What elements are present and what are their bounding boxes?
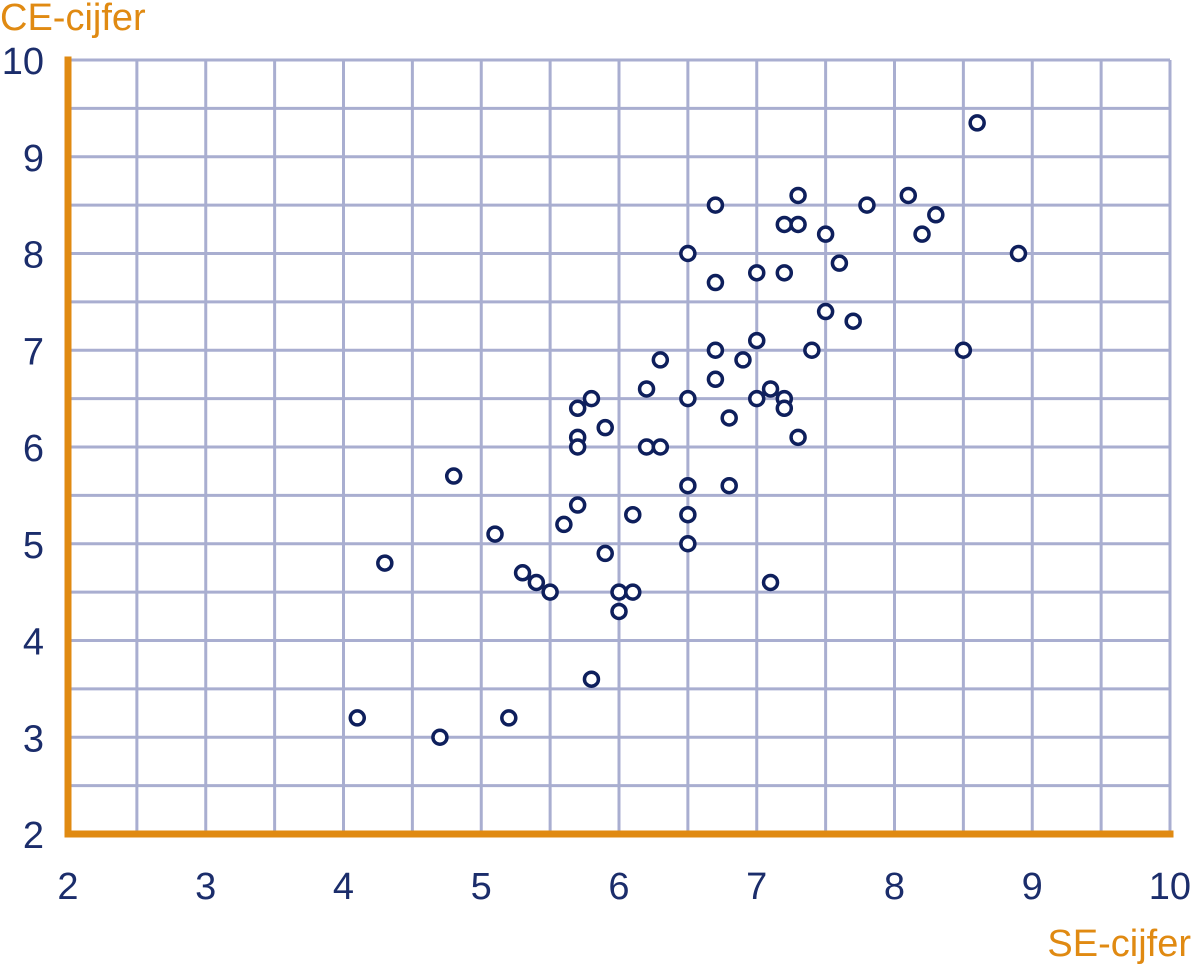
data-point <box>500 709 518 727</box>
data-point <box>927 206 945 224</box>
data-point <box>527 573 546 592</box>
y-axis-title: CE-cijfer <box>0 0 146 39</box>
data-point <box>968 114 986 132</box>
data-point <box>679 505 697 524</box>
data-point <box>706 273 725 292</box>
data-point <box>858 196 876 214</box>
data-point <box>679 389 697 408</box>
y-tick-label: 10 <box>2 41 44 83</box>
data-point <box>775 215 794 234</box>
x-tick-label: 3 <box>195 866 216 908</box>
data-point <box>844 312 862 330</box>
data-point <box>706 196 725 214</box>
data-point <box>610 583 628 601</box>
x-tick-label: 8 <box>884 866 905 908</box>
data-point <box>444 467 463 485</box>
data-point <box>651 438 670 456</box>
data-point <box>913 225 931 243</box>
data-point <box>651 351 670 369</box>
data-point <box>624 505 642 524</box>
axes <box>64 56 1174 838</box>
data-point <box>610 602 628 621</box>
data-point <box>734 351 752 369</box>
data-point <box>513 564 532 582</box>
data-point <box>486 525 504 543</box>
x-tick-label: 9 <box>1022 866 1043 908</box>
x-tick-labels: 2 3 4 5 6 7 8 9 10 <box>57 866 1191 908</box>
x-tick-label: 7 <box>746 866 767 908</box>
data-point <box>789 186 807 205</box>
data-point <box>775 264 794 282</box>
data-point <box>789 215 807 234</box>
data-point <box>582 389 601 408</box>
data-point <box>816 225 835 243</box>
y-tick-label: 6 <box>23 428 44 470</box>
data-point <box>679 476 697 495</box>
x-axis-title: SE-cijfer <box>1047 923 1191 965</box>
data-point <box>568 438 587 456</box>
data-point <box>899 186 918 205</box>
data-point <box>816 302 835 321</box>
data-point <box>830 254 849 272</box>
data-point <box>706 341 725 359</box>
data-point <box>679 244 697 263</box>
data-point <box>748 389 766 408</box>
y-tick-label: 7 <box>23 331 44 373</box>
y-tick-label: 2 <box>23 815 44 857</box>
y-tick-label: 5 <box>23 525 44 567</box>
x-tick-label: 4 <box>333 866 354 908</box>
data-point <box>637 438 656 456</box>
x-tick-label: 10 <box>1149 866 1191 908</box>
y-tick-label: 9 <box>23 138 44 180</box>
data-point <box>568 399 587 418</box>
data-point <box>679 535 697 553</box>
data-point <box>568 496 587 514</box>
data-point <box>431 728 449 746</box>
data-point <box>748 331 766 350</box>
data-point <box>803 341 821 359</box>
data-point <box>748 264 766 282</box>
data-point <box>348 709 367 727</box>
data-point <box>376 554 394 572</box>
data-point <box>1009 244 1028 263</box>
data-point <box>954 341 973 359</box>
data-point <box>624 583 642 601</box>
y-tick-label: 8 <box>23 235 44 277</box>
x-tick-label: 5 <box>471 866 492 908</box>
data-point <box>596 544 614 563</box>
x-tick-label: 2 <box>57 866 78 908</box>
data-points <box>348 114 1028 746</box>
y-tick-label: 3 <box>23 718 44 760</box>
data-point <box>637 380 656 398</box>
y-tick-labels: 2 3 4 5 6 7 8 9 10 <box>2 41 44 857</box>
data-point <box>775 399 794 418</box>
data-point <box>541 583 559 601</box>
data-point <box>582 670 601 688</box>
data-point <box>596 418 614 437</box>
data-point <box>555 515 573 534</box>
data-point <box>720 409 738 427</box>
data-point <box>761 380 780 398</box>
data-point <box>720 476 738 495</box>
grid <box>66 58 1172 836</box>
y-tick-label: 4 <box>23 622 44 664</box>
data-point <box>789 428 807 447</box>
x-tick-label: 6 <box>608 866 629 908</box>
data-point <box>761 573 780 592</box>
data-point <box>706 370 725 389</box>
